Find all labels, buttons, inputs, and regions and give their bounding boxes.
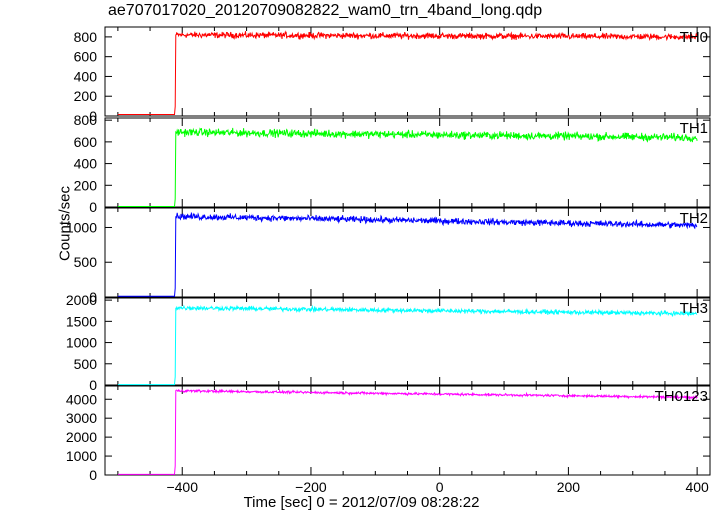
panel-label-TH1: TH1 xyxy=(680,120,708,137)
series-line-TH1 xyxy=(117,127,698,207)
y-axis-label: Counts/sec xyxy=(56,185,74,262)
y-tick-label: 600 xyxy=(74,134,98,150)
panel-frame-TH0123 xyxy=(104,385,711,476)
y-tick-label: 0 xyxy=(89,199,97,215)
panel-label-TH2: TH2 xyxy=(680,210,708,227)
y-tick-label: 0 xyxy=(89,377,97,393)
y-tick-label: 1500 xyxy=(66,313,97,329)
x-tick-label: 200 xyxy=(557,479,581,495)
y-tick-label: 0 xyxy=(89,467,97,483)
series-line-TH2 xyxy=(117,212,698,297)
x-axis-label: Time [sec] 0 = 2012/07/09 08:28:22 xyxy=(243,494,480,511)
panel-label-TH0123: TH0123 xyxy=(655,388,708,405)
y-tick-label: 2000 xyxy=(66,429,97,445)
x-tick-label: −200 xyxy=(295,479,327,495)
y-tick-label: 400 xyxy=(74,68,98,84)
y-tick-label: 800 xyxy=(74,29,98,45)
y-tick-label: 3000 xyxy=(66,410,97,426)
x-tick-label: 0 xyxy=(436,479,444,495)
panel-frame-TH2 xyxy=(104,207,711,298)
y-tick-label: 0 xyxy=(89,108,97,124)
series-line-TH0123 xyxy=(117,388,698,475)
y-tick-label: 1000 xyxy=(66,219,97,235)
panel-label-TH0: TH0 xyxy=(680,29,708,46)
series-line-TH3 xyxy=(117,304,698,386)
y-tick-label: 2000 xyxy=(66,292,97,308)
panel-label-TH3: TH3 xyxy=(680,300,708,317)
y-tick-label: 600 xyxy=(74,49,98,65)
y-tick-label: 200 xyxy=(74,88,98,104)
x-tick-label: 400 xyxy=(685,479,709,495)
y-tick-label: 400 xyxy=(74,156,98,172)
y-tick-label: 1000 xyxy=(66,335,97,351)
y-tick-label: 1000 xyxy=(66,448,97,464)
y-tick-label: 500 xyxy=(74,356,98,372)
panel-frame-TH0 xyxy=(104,26,711,117)
chart-title: ae707017020_20120709082822_wam0_trn_4ban… xyxy=(108,2,543,19)
x-tick-label: −400 xyxy=(166,479,198,495)
y-tick-label: 500 xyxy=(74,254,98,270)
y-tick-label: 200 xyxy=(74,177,98,193)
y-tick-label: 800 xyxy=(74,112,98,128)
series-line-TH0 xyxy=(117,30,698,115)
y-tick-label: 0 xyxy=(89,289,97,305)
y-tick-label: 4000 xyxy=(66,391,97,407)
